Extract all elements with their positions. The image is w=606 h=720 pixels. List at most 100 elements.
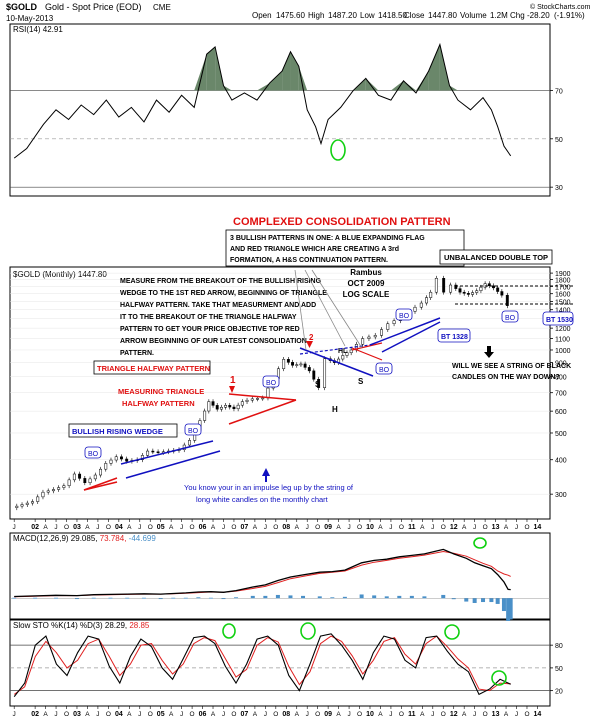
rsi-panel-frame	[9, 23, 551, 197]
red-triangle-upper	[351, 342, 383, 351]
chg-value: -28.20	[527, 11, 550, 20]
macd-histogram-bar	[384, 596, 389, 599]
macd-histogram-bar	[451, 598, 456, 600]
volume-label: Volume	[460, 11, 487, 20]
macd-histogram-bar	[54, 597, 59, 599]
price-candle	[373, 335, 377, 338]
rsi-axis-tick-label: 30	[555, 185, 563, 192]
x-tick-label: 07	[241, 524, 249, 531]
low-label: Low	[360, 11, 375, 20]
x-tick-label: 08	[282, 524, 290, 531]
macd-histogram-bar	[501, 598, 506, 612]
x-tick-label: O	[315, 524, 320, 531]
price-candle	[392, 320, 396, 324]
x-tick-label: J	[389, 711, 392, 718]
x-tick-label: J	[264, 711, 267, 718]
price-candle	[25, 502, 29, 505]
triangle-halfway-box	[93, 360, 211, 375]
price-candle	[146, 450, 150, 456]
price-candle	[250, 398, 254, 401]
instrument-name: Gold - Spot Price (EOD)	[45, 2, 142, 12]
x-tick-label: O	[190, 524, 195, 531]
x-tick-label: O	[231, 711, 236, 718]
macd-panel-frame	[9, 532, 551, 620]
price-candle	[20, 504, 24, 507]
measuring-triangle-line-1: MEASURING TRIANGLE	[118, 387, 204, 396]
x-tick-label: A	[43, 711, 48, 718]
macd-histogram-bar	[422, 596, 427, 599]
price-candle	[413, 306, 417, 312]
three-patterns-box	[225, 229, 465, 267]
x-tick-label: J	[13, 524, 16, 531]
price-candle	[425, 297, 428, 304]
three-patterns-line-3: FORMATION, A H&S CONTINUATION PATTERN.	[230, 257, 388, 264]
rsi-axis-tick-label: 50	[555, 137, 563, 144]
price-candle	[88, 478, 92, 484]
x-tick-label: 14	[534, 711, 542, 718]
x-tick-label: 05	[157, 711, 165, 718]
rsi-overbought-fill	[282, 51, 291, 91]
price-axis-tick-label: 1400	[555, 308, 571, 315]
price-candle	[386, 323, 390, 330]
rsi-oversold-highlight	[330, 139, 346, 161]
price-candle	[120, 456, 123, 460]
x-tick-label: O	[190, 711, 195, 718]
price-candle	[266, 387, 270, 399]
bo-badge-6: BO	[505, 315, 516, 322]
macd-histogram-bar	[489, 598, 494, 603]
x-tick-label: A	[336, 711, 341, 718]
x-tick-label: A	[504, 524, 509, 531]
price-candle	[295, 364, 299, 366]
x-tick-label: A	[127, 711, 132, 718]
price-candle	[361, 338, 365, 345]
red-arrow-1-icon	[229, 386, 235, 393]
red-arrow-2-icon	[306, 341, 313, 348]
sto-layer: 20 50 80	[10, 633, 563, 698]
x-tick-label: A	[420, 711, 425, 718]
x-tick-label: A	[43, 524, 48, 531]
x-tick-label: 03	[73, 711, 81, 718]
price-candle	[57, 487, 61, 490]
callout-1	[294, 269, 307, 351]
price-candle	[67, 479, 71, 486]
price-candle	[36, 496, 40, 502]
x-tick-label: J	[96, 711, 99, 718]
x-tick-label: 08	[282, 711, 290, 718]
bo-badge-box	[184, 423, 202, 436]
x-tick-label: O	[399, 711, 404, 718]
macd-histogram-bar	[234, 597, 239, 599]
x-tick-label: 04	[115, 711, 123, 718]
bo-badge-3: BO	[266, 380, 277, 387]
x-tick-label: A	[462, 711, 467, 718]
x-tick-label: A	[378, 711, 383, 718]
price-candle	[261, 397, 265, 400]
x-tick-label: A	[127, 524, 132, 531]
x-tick-label: J	[473, 711, 476, 718]
x-axis-layer: J 02 A J O 03 A J O 04 A J O 05 A J O 06 A J O 07 A J O 08 A J O 09 A J…	[13, 519, 542, 718]
x-tick-label: A	[253, 711, 258, 718]
price-candle	[323, 358, 327, 388]
x-tick-label: A	[295, 524, 300, 531]
price-candle	[236, 404, 240, 410]
price-candle	[349, 349, 353, 353]
x-tick-label: O	[524, 711, 529, 718]
bo-badge-box	[501, 310, 519, 323]
rising-wedge-upper	[120, 440, 214, 465]
macd-histogram-bar	[372, 595, 377, 599]
chg-percent: (-1.91%)	[554, 11, 585, 20]
macd-histogram-bar	[91, 597, 96, 599]
bo-badge-1: BO	[88, 451, 99, 458]
price-axis-tick-label: 300	[555, 492, 567, 499]
macd-histogram-bar	[12, 597, 17, 599]
rsi-title: RSI(14) 42.91	[13, 25, 63, 34]
macd-histogram-bar	[409, 595, 414, 599]
price-axis-tick-label: 1900	[555, 271, 571, 278]
x-tick-label: A	[169, 524, 174, 531]
sto-k-line	[13, 633, 511, 698]
x-tick-label: A	[295, 711, 300, 718]
impulse-arrow-icon	[262, 468, 270, 482]
rsi-overbought-fill	[290, 51, 299, 91]
bo-badge-box	[262, 375, 280, 388]
price-candle	[483, 283, 487, 288]
rambus-line-2: OCT 2009	[348, 279, 385, 288]
